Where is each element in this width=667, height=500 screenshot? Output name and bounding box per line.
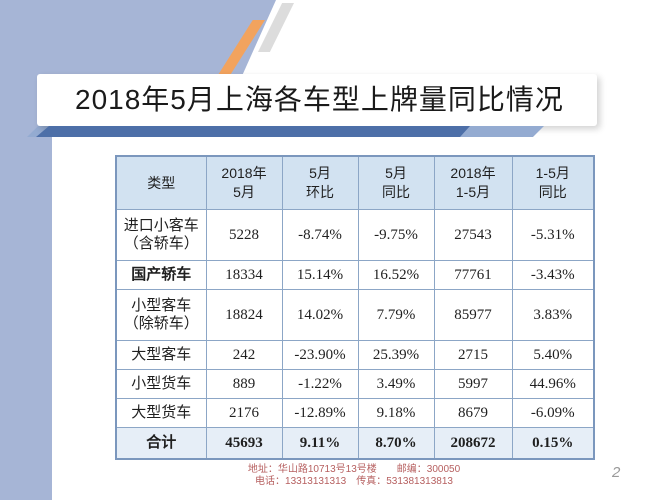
cell-value: 242 bbox=[205, 340, 283, 370]
cell-value: 3.49% bbox=[357, 369, 435, 399]
row-category: 合计 bbox=[115, 427, 207, 460]
cell-value: 9.18% bbox=[357, 398, 435, 428]
column-header-may-yoy: 5月 同比 bbox=[357, 155, 435, 210]
cell-value: -23.90% bbox=[281, 340, 359, 370]
cell-value: 5.40% bbox=[511, 340, 595, 370]
cell-value: 5997 bbox=[433, 369, 513, 399]
row-category: 小型货车 bbox=[115, 369, 207, 399]
slide-title: 2018年5月上海各车型上牌量同比情况 bbox=[75, 84, 564, 115]
table-row: 大型货车 2176 -12.89% 9.18% 8679 -6.09% bbox=[115, 398, 595, 428]
registration-table: 类型 2018年 5月 5月 环比 5月 同比 2018年 1-5月 1-5月 … bbox=[115, 155, 595, 460]
cell-value: 44.96% bbox=[511, 369, 595, 399]
cell-value: 18334 bbox=[205, 260, 283, 290]
footer-address: 地址：华山路10713号13号楼 邮编：300050 bbox=[247, 463, 461, 475]
cell-value: 8.70% bbox=[357, 427, 435, 460]
cell-value: -12.89% bbox=[281, 398, 359, 428]
cell-value: 15.14% bbox=[281, 260, 359, 290]
cell-value: 0.15% bbox=[511, 427, 595, 460]
cell-value: 27543 bbox=[433, 209, 513, 261]
row-category: 国产轿车 bbox=[115, 260, 207, 290]
table-row: 小型货车 889 -1.22% 3.49% 5997 44.96% bbox=[115, 369, 595, 399]
cell-value: 45693 bbox=[205, 427, 283, 460]
divider-accent-right bbox=[452, 126, 544, 137]
row-category: 小型客车 （除轿车） bbox=[115, 289, 207, 341]
cell-value: 18824 bbox=[205, 289, 283, 341]
title-box: 2018年5月上海各车型上牌量同比情况 bbox=[37, 74, 597, 126]
cell-value: 85977 bbox=[433, 289, 513, 341]
table-row: 进口小客车 （含轿车） 5228 -8.74% -9.75% 27543 -5.… bbox=[115, 209, 595, 261]
cell-value: 2715 bbox=[433, 340, 513, 370]
cell-value: 889 bbox=[205, 369, 283, 399]
column-header-may-mom: 5月 环比 bbox=[281, 155, 359, 210]
row-category: 大型客车 bbox=[115, 340, 207, 370]
cell-value: 14.02% bbox=[281, 289, 359, 341]
row-category: 大型货车 bbox=[115, 398, 207, 428]
column-header-jan-may-yoy: 1-5月 同比 bbox=[511, 155, 595, 210]
table-row: 国产轿车 18334 15.14% 16.52% 77761 -3.43% bbox=[115, 260, 595, 290]
cell-value: 3.83% bbox=[511, 289, 595, 341]
table-total-row: 合计 45693 9.11% 8.70% 208672 0.15% bbox=[115, 427, 595, 460]
cell-value: -3.43% bbox=[511, 260, 595, 290]
footer-phone-fax: 电话：13313131313 传真：531381313813 bbox=[255, 476, 453, 487]
column-header-jan-may-2018: 2018年 1-5月 bbox=[433, 155, 513, 210]
cell-value: 16.52% bbox=[357, 260, 435, 290]
cell-value: 208672 bbox=[433, 427, 513, 460]
cell-value: -1.22% bbox=[281, 369, 359, 399]
column-header-may-2018: 2018年 5月 bbox=[205, 155, 283, 210]
cell-value: -9.75% bbox=[357, 209, 435, 261]
table-row: 小型客车 （除轿车） 18824 14.02% 7.79% 85977 3.83… bbox=[115, 289, 595, 341]
cell-value: 25.39% bbox=[357, 340, 435, 370]
column-header-type: 类型 bbox=[115, 155, 207, 210]
table-row: 大型客车 242 -23.90% 25.39% 2715 5.40% bbox=[115, 340, 595, 370]
page-number: 2 bbox=[612, 464, 621, 481]
table-header-row: 类型 2018年 5月 5月 环比 5月 同比 2018年 1-5月 1-5月 … bbox=[115, 155, 595, 210]
cell-value: 2176 bbox=[205, 398, 283, 428]
cell-value: 9.11% bbox=[281, 427, 359, 460]
cell-value: -8.74% bbox=[281, 209, 359, 261]
cell-value: -5.31% bbox=[511, 209, 595, 261]
cell-value: 8679 bbox=[433, 398, 513, 428]
cell-value: 5228 bbox=[205, 209, 283, 261]
cell-value: 7.79% bbox=[357, 289, 435, 341]
divider-bar bbox=[36, 126, 470, 137]
row-category: 进口小客车 （含轿车） bbox=[115, 209, 207, 261]
cell-value: 77761 bbox=[433, 260, 513, 290]
cell-value: -6.09% bbox=[511, 398, 595, 428]
